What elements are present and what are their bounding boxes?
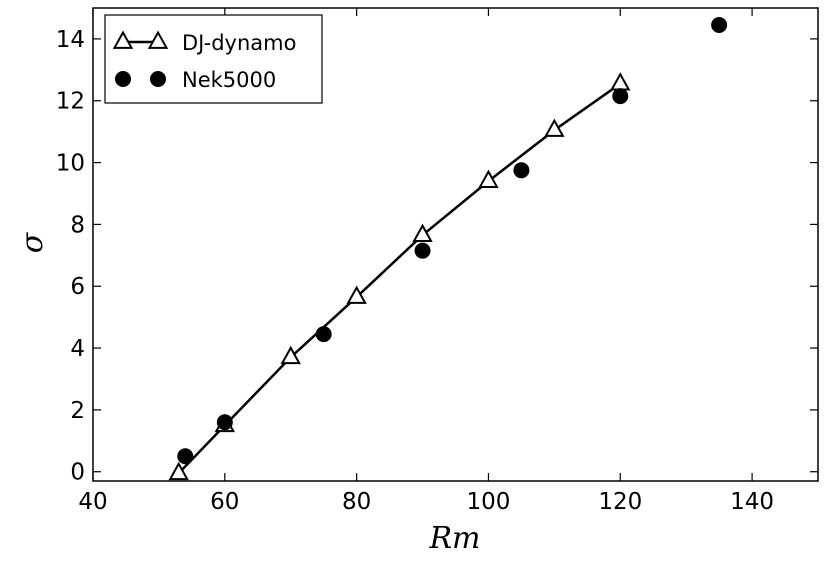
nek5000-point xyxy=(711,17,728,34)
nek5000-point xyxy=(414,242,431,259)
y-tick-label: 12 xyxy=(56,89,85,115)
y-axis-ticks: 0 2 4 6 8 10 12 14 xyxy=(56,27,818,486)
x-tick-label: 80 xyxy=(342,489,371,515)
y-tick-label: 4 xyxy=(70,336,85,362)
nek5000-point xyxy=(216,414,233,431)
dj-dynamo-point xyxy=(280,345,301,365)
y-tick-label: 2 xyxy=(70,398,85,424)
nek5000-point xyxy=(177,448,194,465)
legend: DJ-dynamo Nek5000 xyxy=(104,14,323,104)
legend-marker-nek5000 xyxy=(115,71,131,87)
y-axis-label: σ xyxy=(15,231,50,253)
legend-marker-dj-dynamo xyxy=(147,30,169,49)
legend-marker-nek5000 xyxy=(150,71,166,87)
nek5000-point xyxy=(315,326,332,343)
nek5000-point xyxy=(513,162,530,179)
x-tick-label: 60 xyxy=(210,489,239,515)
x-tick-label: 100 xyxy=(467,489,511,515)
y-tick-label: 10 xyxy=(56,151,85,177)
x-tick-label: 40 xyxy=(78,489,107,515)
legend-marker-dj-dynamo xyxy=(112,30,134,49)
dj-dynamo-point xyxy=(412,223,433,243)
dj-dynamo-line xyxy=(177,82,622,475)
x-axis-label: Rm xyxy=(428,521,480,556)
x-tick-label: 140 xyxy=(730,489,774,515)
legend-label-nek5000: Nek5000 xyxy=(182,68,276,92)
x-tick-label: 120 xyxy=(598,489,642,515)
plot-frame xyxy=(92,7,819,482)
nek5000-point xyxy=(612,88,629,105)
dj-dynamo-point xyxy=(610,72,631,91)
dj-dynamo-point xyxy=(478,169,499,188)
dj-dynamo-point xyxy=(544,118,565,137)
dj-dynamo-point xyxy=(168,461,189,481)
y-tick-label: 8 xyxy=(70,212,85,238)
legend-label-dj-dynamo: DJ-dynamo xyxy=(182,31,296,55)
x-axis-ticks: 40 60 80 100 120 140 xyxy=(78,8,774,515)
y-tick-label: 14 xyxy=(56,27,85,53)
y-tick-label: 0 xyxy=(70,460,85,486)
legend-box xyxy=(104,14,323,104)
plot-area xyxy=(92,7,819,482)
y-tick-label: 6 xyxy=(70,274,85,300)
dj-dynamo-point xyxy=(346,285,367,304)
